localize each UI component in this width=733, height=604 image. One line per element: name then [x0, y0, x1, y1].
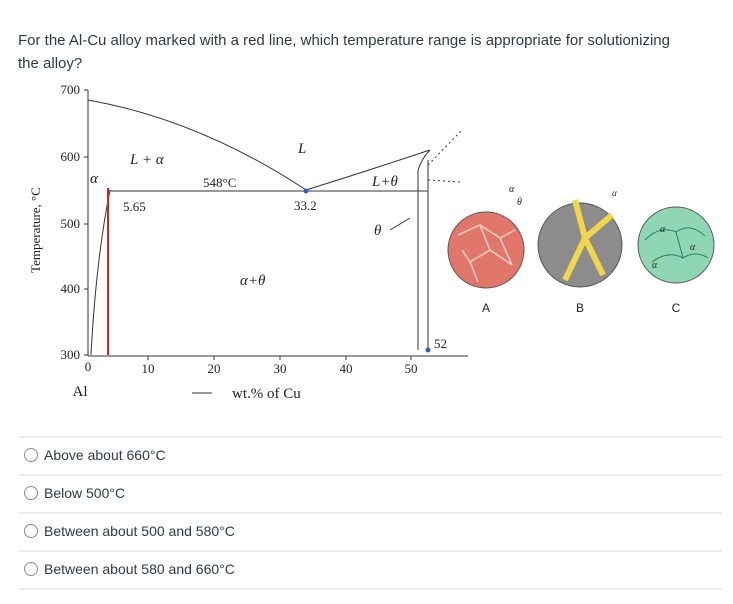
dashed-extension — [427, 129, 463, 183]
option-text[interactable]: Between about 500 and 580°C — [44, 523, 235, 539]
separators — [18, 436, 722, 590]
x-tick-label: 10 — [142, 361, 155, 376]
region-label: 33.2 — [294, 198, 317, 213]
theta-phase — [417, 149, 431, 350]
phase-label: α — [652, 260, 658, 271]
y-tick-label: 600 — [61, 149, 81, 164]
radio[interactable] — [24, 562, 38, 576]
phase-label: α — [612, 188, 617, 198]
option[interactable]: Between about 500 and 580°C — [24, 523, 235, 539]
liquidus-left — [87, 99, 307, 191]
micrograph-label: A — [482, 301, 490, 315]
phase-label: θ — [517, 197, 522, 208]
micrograph-label: C — [672, 301, 681, 315]
x-tick-label: 40 — [340, 361, 353, 376]
x-tick-label: 0 — [85, 359, 92, 374]
option[interactable]: Above about 660°C — [24, 447, 166, 463]
option-text[interactable]: Below 500°C — [44, 485, 125, 501]
option-text[interactable]: Above about 660°C — [44, 447, 166, 463]
radio[interactable] — [24, 524, 38, 538]
micrograph-c — [637, 206, 715, 284]
x-tick-label: 20 — [208, 361, 221, 376]
phase-label: α — [660, 224, 666, 235]
y-tick-label: 700 — [61, 82, 81, 97]
radio[interactable] — [24, 486, 38, 500]
phase-diagram — [84, 89, 468, 394]
x-tick-label: 50 — [405, 361, 418, 376]
y-axis-label: Temperature, °C — [28, 187, 43, 273]
x-tick-label: 30 — [274, 361, 287, 376]
y-tick-label: 400 — [61, 281, 81, 296]
region-label: 52 — [434, 336, 447, 351]
x-element: Al — [73, 384, 88, 400]
question-text: For the Al-Cu alloy marked with a red li… — [18, 32, 670, 49]
phase-label: α — [509, 184, 515, 195]
theta-arrow — [389, 217, 411, 231]
option[interactable]: Between about 580 and 660°C — [24, 561, 235, 577]
solvus — [90, 189, 111, 356]
region-label: 548°C — [203, 175, 236, 190]
option-text[interactable]: Between about 580 and 660°C — [44, 561, 235, 577]
x-axis-label: wt.% of Cu — [232, 386, 301, 402]
y-tick-label: 300 — [61, 347, 81, 362]
region-label: 5.65 — [123, 199, 146, 214]
radio[interactable] — [24, 448, 38, 462]
region-label: α — [90, 171, 99, 187]
question-text: the alloy? — [18, 55, 82, 72]
micrograph-b — [537, 199, 623, 288]
liquidus-right — [305, 149, 431, 191]
region-label: L+θ — [371, 174, 398, 190]
micrograph-a — [447, 211, 525, 289]
y-tick-label: 500 — [61, 216, 81, 231]
micrograph-label: B — [576, 301, 584, 315]
phase-label: α — [690, 242, 696, 253]
region-label: L + α — [129, 152, 165, 168]
option[interactable]: Below 500°C — [24, 485, 126, 501]
region-label: L — [297, 141, 306, 157]
region-label: α+θ — [240, 273, 266, 289]
region-label: θ — [374, 223, 382, 239]
